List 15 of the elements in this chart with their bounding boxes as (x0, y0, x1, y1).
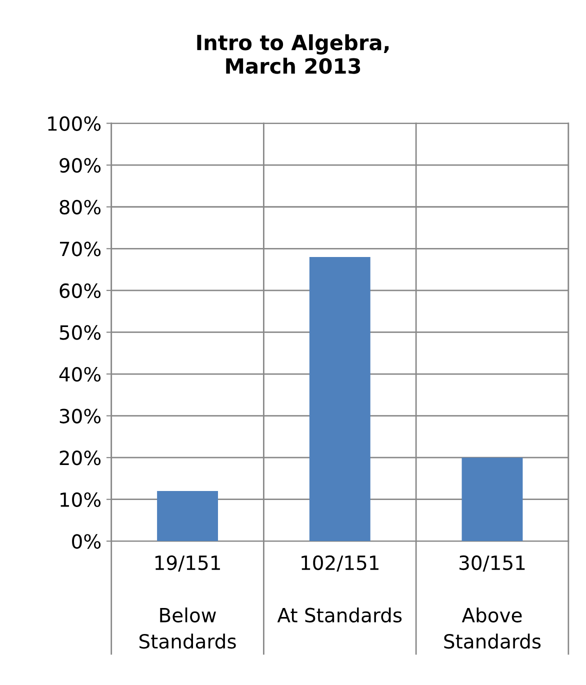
y-tick-label: 10% (60, 492, 101, 508)
y-tick-label: 60% (60, 283, 101, 298)
y-tick-label: 100% (48, 116, 101, 131)
y-tick-label: 20% (60, 450, 101, 466)
category-label: 102/151 At Standards (277, 555, 402, 622)
category-label: 19/151 Below Standards (140, 555, 236, 649)
y-tick-label: 90% (60, 158, 101, 173)
category-label: 30/151 Above Standards (444, 555, 541, 649)
y-tick-label: 80% (60, 200, 101, 215)
y-tick-label: 50% (60, 325, 101, 340)
y-tick-label: 70% (60, 242, 101, 256)
y-tick-label: 0% (72, 534, 101, 549)
y-tick-label: 40% (59, 366, 101, 382)
chart-title: Intro to Algebra, March 2013 (197, 34, 389, 74)
y-tick-label: 30% (60, 408, 101, 424)
